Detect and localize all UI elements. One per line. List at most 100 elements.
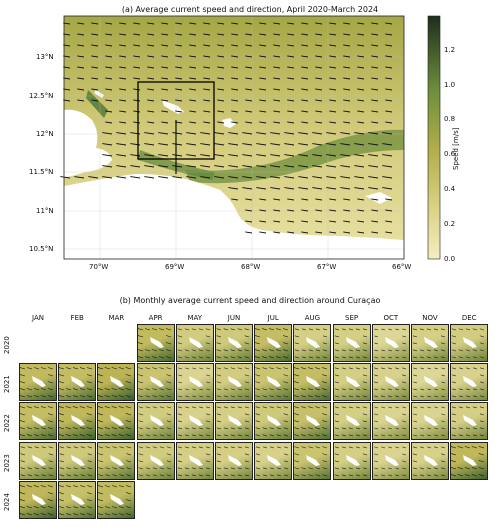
current-vector xyxy=(427,446,432,448)
cell-vectors xyxy=(374,328,406,359)
current-vector xyxy=(48,434,54,437)
current-vector xyxy=(434,367,439,370)
current-vector xyxy=(158,165,169,168)
current-vector xyxy=(255,342,261,345)
current-vector xyxy=(147,99,155,102)
month-label: JAN xyxy=(32,314,44,322)
current-vector xyxy=(161,66,169,69)
current-vector xyxy=(112,427,118,430)
island-curacao xyxy=(71,376,86,388)
current-vector xyxy=(80,367,86,370)
current-vector xyxy=(166,420,171,423)
current-vector xyxy=(186,176,197,179)
current-vector xyxy=(177,474,182,476)
current-vector xyxy=(91,77,99,80)
month-label: FEB xyxy=(70,314,84,322)
island-curacao xyxy=(228,454,242,466)
current-vector xyxy=(203,66,211,69)
current-vector xyxy=(401,395,406,398)
current-vector xyxy=(144,165,155,168)
current-vector xyxy=(452,395,457,398)
current-vector xyxy=(402,349,406,352)
current-vector xyxy=(126,420,132,423)
monthly-cell xyxy=(371,363,410,402)
current-vector xyxy=(105,55,113,58)
current-vector xyxy=(371,209,379,212)
current-vector xyxy=(371,66,379,69)
current-vector xyxy=(427,467,432,469)
current-vector xyxy=(284,460,289,462)
current-vector xyxy=(223,406,229,409)
current-vector xyxy=(172,143,183,146)
cell-vectors xyxy=(137,328,171,359)
current-vector xyxy=(362,349,367,352)
current-vector xyxy=(473,395,478,398)
current-vector xyxy=(189,22,197,25)
current-vector xyxy=(214,154,225,157)
current-vector xyxy=(200,154,211,157)
current-vector xyxy=(256,165,267,168)
current-vector xyxy=(322,413,328,416)
current-vector xyxy=(216,328,222,331)
current-vector xyxy=(420,406,425,409)
current-vector xyxy=(341,349,346,352)
current-vector xyxy=(203,44,211,47)
current-vector xyxy=(205,335,210,338)
current-vector xyxy=(116,154,127,157)
current-vector xyxy=(255,367,261,370)
current-vector xyxy=(329,209,337,212)
month-label: AUG xyxy=(304,314,321,322)
current-vector xyxy=(362,460,367,462)
current-vector xyxy=(480,406,485,409)
current-vector xyxy=(420,427,425,430)
current-vector xyxy=(348,427,353,430)
current-vector xyxy=(189,44,197,47)
current-vector xyxy=(216,374,222,377)
current-vector xyxy=(276,349,282,352)
current-vector xyxy=(315,220,323,223)
current-vector xyxy=(301,395,307,398)
island-curacao xyxy=(463,415,478,427)
current-vector xyxy=(105,434,111,437)
current-vector xyxy=(244,474,250,476)
current-vector xyxy=(273,66,281,69)
current-vector xyxy=(308,406,314,409)
current-vector xyxy=(298,165,309,168)
current-vector xyxy=(450,452,457,455)
current-vector xyxy=(480,367,485,370)
monthly-cell xyxy=(58,363,97,402)
current-vector xyxy=(413,413,418,416)
current-vector xyxy=(450,459,457,462)
current-vector xyxy=(223,467,229,469)
current-vector xyxy=(354,165,365,168)
monthly-cell xyxy=(97,480,136,519)
current-vector xyxy=(216,420,222,423)
current-vector xyxy=(256,453,261,455)
current-vector xyxy=(198,328,203,331)
current-vector xyxy=(283,381,289,384)
current-vector xyxy=(256,132,267,135)
current-vector xyxy=(256,143,267,146)
current-vector xyxy=(434,427,439,430)
current-vector xyxy=(388,406,392,409)
current-vector xyxy=(33,395,40,398)
cell-vectors xyxy=(98,484,132,516)
current-vector xyxy=(244,381,250,384)
current-vector xyxy=(273,110,281,113)
current-vector xyxy=(362,420,367,423)
current-vector xyxy=(33,484,40,488)
current-vector xyxy=(269,356,275,359)
current-vector xyxy=(301,88,309,91)
current-vector xyxy=(427,367,432,370)
current-vector xyxy=(77,77,85,80)
current-vector xyxy=(175,33,183,36)
current-vector xyxy=(152,474,157,476)
current-vector xyxy=(322,473,328,476)
current-vector xyxy=(459,434,464,437)
current-vector xyxy=(450,473,457,476)
current-vector xyxy=(27,406,33,409)
current-vector xyxy=(59,453,65,455)
current-vector xyxy=(119,88,127,91)
current-vector xyxy=(371,110,379,113)
current-vector xyxy=(242,143,253,146)
